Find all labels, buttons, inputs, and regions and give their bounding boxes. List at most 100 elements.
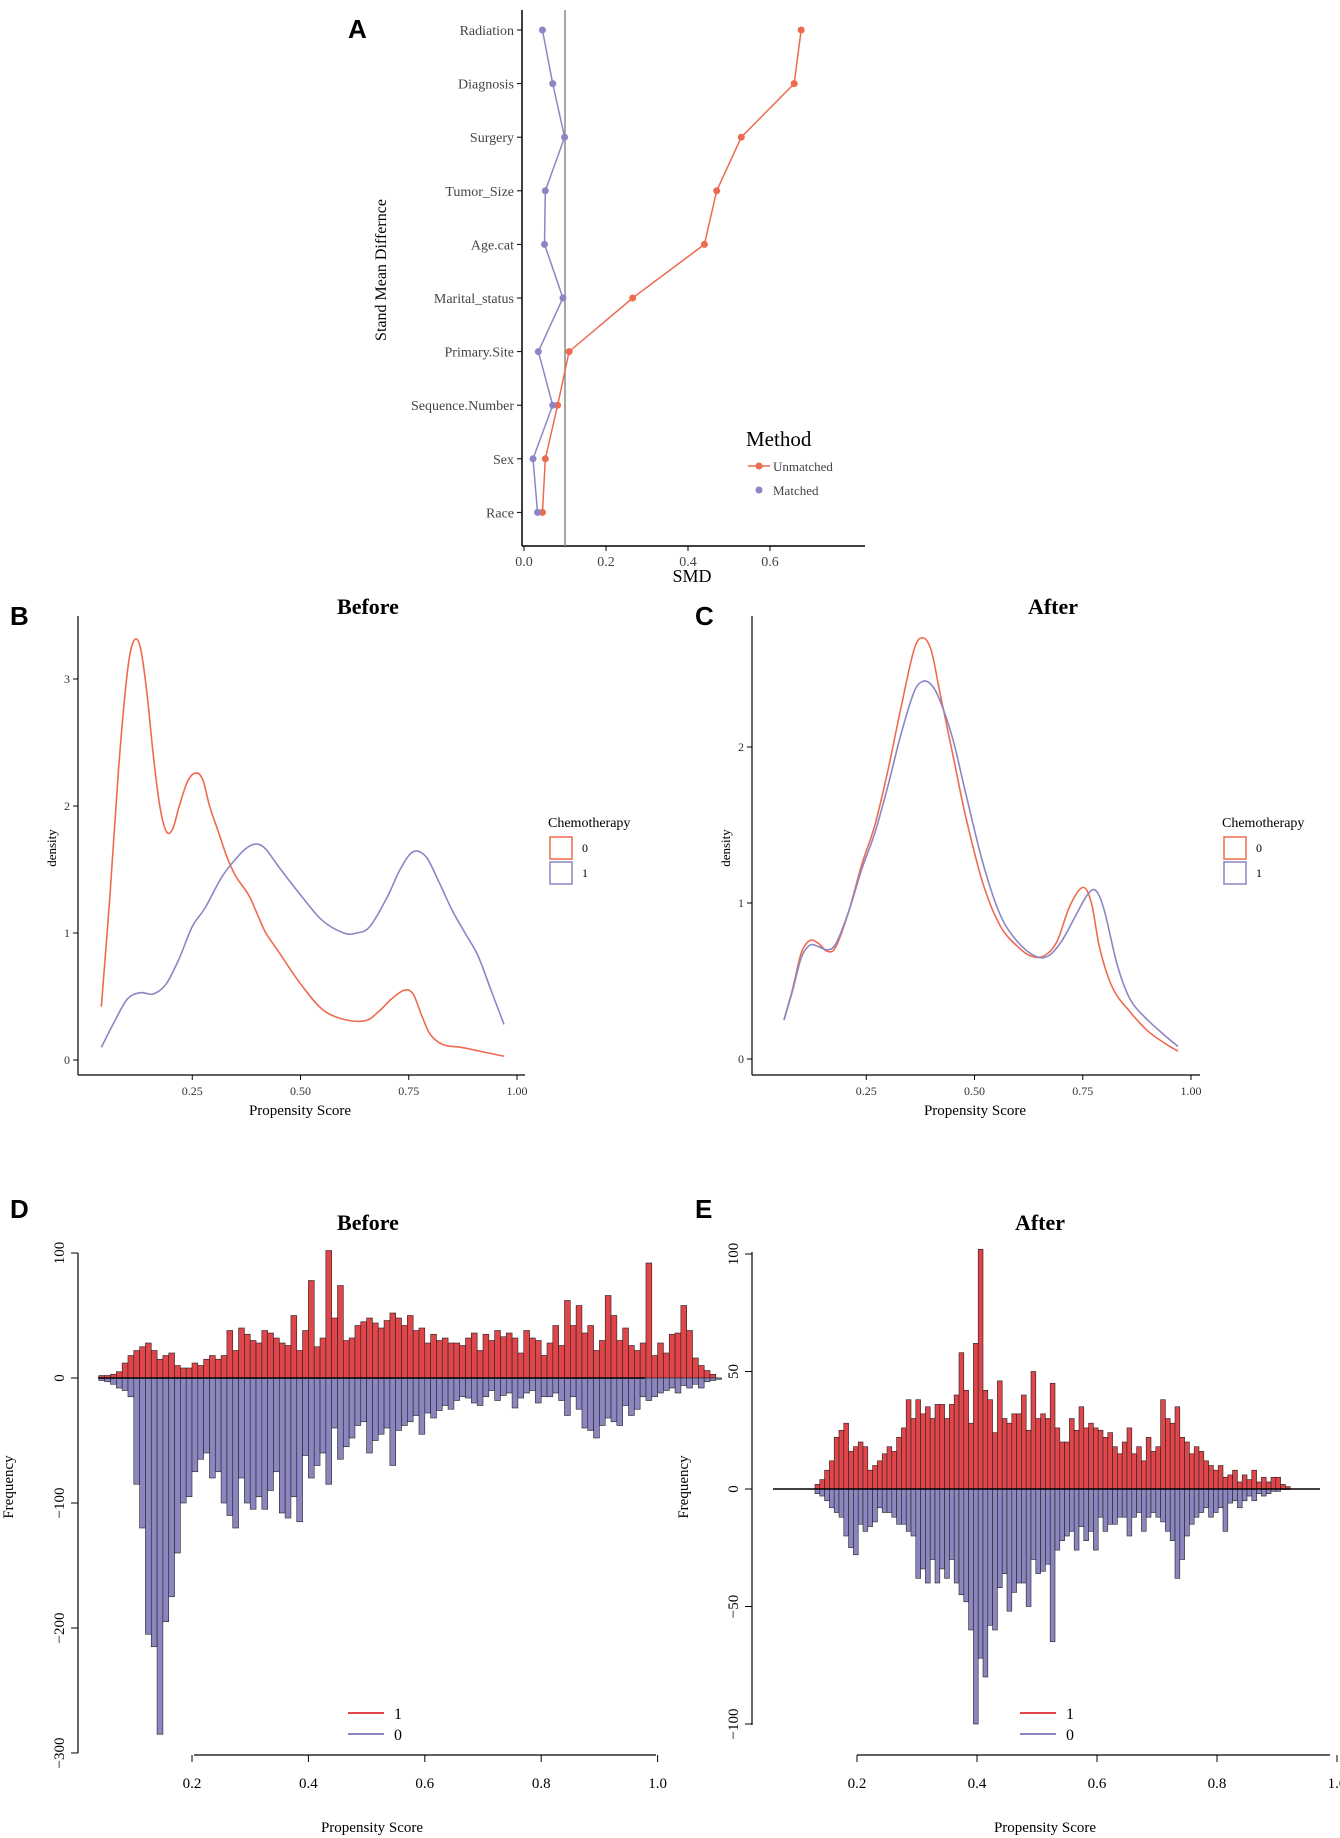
smd-category-label: Age.cat [471,238,514,253]
histogram-after-bar-0 [1189,1488,1195,1525]
histogram-after-bar-1 [1025,1429,1032,1490]
histogram-before-bar-1 [674,1332,682,1379]
histogram-before-bar-0 [302,1377,309,1456]
density-after-x-tick-label: 0.75 [1072,1084,1093,1098]
smd-point-matched [561,133,569,141]
histogram-after-bar-0 [843,1488,849,1537]
histogram-after-bar-1 [1141,1460,1147,1490]
histogram-before-bar-0 [121,1377,129,1391]
histogram-after-bar-0 [982,1488,989,1678]
histogram-before-bar-1 [372,1322,379,1379]
smd-point-unmatched [629,294,637,302]
histogram-after-bar-1 [1136,1446,1142,1490]
histogram-before-x-tick-label: 0.8 [532,1776,551,1792]
histogram-before-bar-0 [441,1377,449,1406]
histogram-before-bar-1 [657,1342,664,1379]
histogram-before-bar-0 [220,1377,228,1504]
histogram-before-title: Before [337,1210,399,1235]
histogram-before-bar-1 [249,1340,257,1379]
histogram-after-bar-0 [901,1488,907,1525]
smd-point-matched [538,26,546,34]
density-before-y-tick-label: 3 [64,672,70,686]
histogram-before-bar-1 [575,1305,583,1379]
histogram-after-bar-0 [939,1488,945,1570]
histogram-before-bar-1 [430,1333,437,1379]
histogram-after-bar-0 [1160,1488,1166,1523]
histogram-after-bar-1 [886,1446,893,1490]
histogram-before-bar-1 [156,1358,164,1379]
smd-series-matched-line [532,29,566,513]
histogram-before-bar-1 [535,1340,542,1379]
smd-plot: Radiation Diagnosis Surgery Tumor_Size Age.c… [373,10,865,586]
histogram-after-bar-1 [1208,1465,1214,1490]
histogram-before-y-tick-label: −100 [52,1488,68,1519]
histogram-after-bar-1 [973,1343,979,1490]
histogram-before-bar-1 [145,1342,152,1379]
histogram-before-bar-0 [703,1377,711,1383]
histogram-after-bar-0 [1251,1488,1257,1502]
histogram-before-bar-0 [209,1377,216,1479]
histogram-after-bar-0 [1040,1488,1046,1572]
histogram-before-bar-1 [331,1317,338,1379]
smd-point-matched [529,455,537,463]
histogram-after-bar-0 [1006,1488,1013,1612]
histogram-after-bar-0 [1049,1488,1056,1643]
histogram-before-bar-0 [116,1377,123,1389]
histogram-after-bar-0 [1073,1488,1080,1551]
histogram-before-bar-1 [296,1350,303,1379]
histogram-before-bar-0 [488,1377,495,1391]
histogram-after-bar-1 [1169,1422,1176,1490]
histogram-after-bar-1 [1232,1469,1238,1490]
histogram-before-bar-0 [616,1377,623,1426]
smd-category-label: Marital_status [434,292,514,307]
histogram-before-bar-1 [185,1367,193,1379]
density-after: After 0.25 0.50 0.75 1.00 0 1 2 Propensity Sco… [718,594,1304,1119]
histogram-before-bar-0 [634,1377,641,1410]
panel-letter-e: E [695,1194,712,1224]
histogram-before-legend-1: 1 [394,1706,402,1723]
histogram-before-bar-0 [162,1377,170,1623]
histogram-after-bar-1 [1035,1418,1041,1490]
smd-category-label: Race [486,506,514,521]
histogram-after-bar-0 [992,1488,998,1631]
histogram-before-bar-0 [372,1377,379,1441]
histogram-after-bar-1 [1251,1469,1257,1490]
density-after-y-tick-label: 0 [738,1052,744,1066]
histogram-before-bar-1 [471,1332,478,1379]
histogram-after-bar-1 [939,1404,945,1490]
histogram-before-bar-1 [116,1371,123,1379]
histogram-before-bar-0 [651,1377,658,1398]
panel-letter-b: B [10,601,29,631]
histogram-before-bar-1 [348,1337,356,1379]
histogram-before-bar-0 [255,1377,263,1498]
histogram-after-bar-0 [1241,1488,1248,1502]
histogram-before: Before 0.2 0.4 0.6 0.8 1.0 −300 −200 −100 0 100 P… [1,1210,722,1836]
histogram-after-bar-0 [977,1488,984,1659]
histogram-after-bar-1 [1241,1474,1248,1490]
histogram-before-bar-0 [453,1377,461,1401]
histogram-before-bar-0 [278,1377,286,1514]
smd-point-unmatched [797,26,805,34]
histogram-before-bar-0 [523,1377,530,1394]
histogram-after-bar-1 [881,1453,888,1490]
histogram-after-bar-0 [934,1488,941,1584]
histogram-after-bar-0 [881,1488,888,1513]
histogram-after-bar-1 [896,1437,902,1490]
histogram-before-bar-0 [436,1377,443,1411]
histogram-before-bar-0 [354,1377,362,1426]
histogram-after-bar-1 [829,1460,835,1490]
histogram-after-legend-0: 0 [1066,1727,1074,1744]
histogram-after-bar-0 [1193,1488,1200,1518]
histogram-before-bar-1 [436,1340,443,1379]
histogram-before-bar-0 [494,1377,501,1401]
histogram-before-bar-0 [226,1377,234,1516]
histogram-after-bar-0 [1011,1488,1017,1593]
histogram-after-bar-0 [1237,1488,1243,1509]
density-after-legend-title: Chemotherapy [1222,816,1304,831]
histogram-after-bar-1 [1045,1418,1051,1490]
histogram-after-bar-1 [1126,1427,1133,1490]
histogram-after-bar-0 [1169,1488,1176,1542]
panel-letter-c: C [695,601,714,631]
density-after-legend-swatch-0 [1223,836,1247,860]
histogram-before-bar-0 [313,1377,321,1466]
